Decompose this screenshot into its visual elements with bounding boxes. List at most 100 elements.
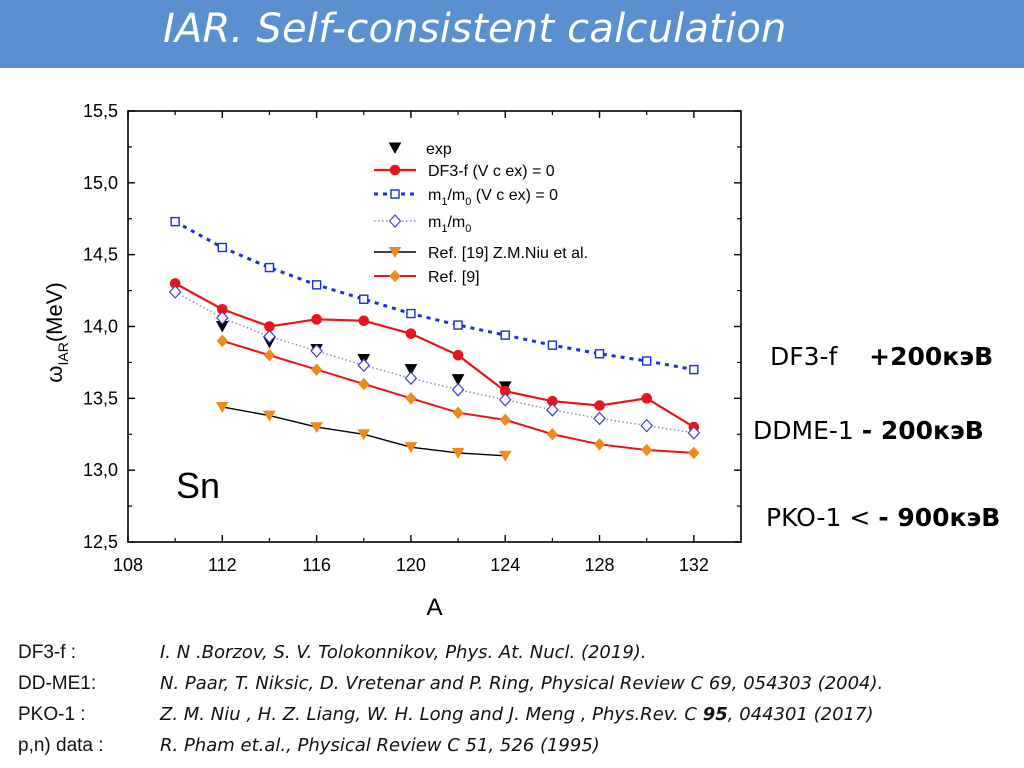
reference-text: I. N .Borzov, S. V. Tolokonnikov, Phys. …	[160, 642, 647, 663]
legend-marker	[390, 189, 400, 199]
x-axis-label: A	[426, 594, 442, 621]
legend-marker	[388, 214, 402, 228]
side-note-value: - 900кэВ	[878, 503, 1001, 532]
series-ref9-point	[593, 438, 606, 451]
y-tick-label: 14,0	[83, 317, 118, 337]
side-note-df3f: DF3-f +200кэВ	[770, 342, 993, 371]
series-df3f-point	[594, 400, 605, 411]
page-title: IAR. Self-consistent calculation	[163, 6, 787, 52]
reference-volume: 95	[702, 704, 728, 725]
legend-label-part: (V c ex) = 0	[471, 187, 558, 204]
series-m1m0-vcex0-point	[264, 262, 275, 273]
legend-label-part: /m	[447, 187, 465, 204]
y-axis-unit: (MeV)	[42, 282, 67, 342]
series-m1m0-point	[168, 285, 182, 299]
reference-label: PKO-1 :	[18, 704, 86, 725]
legend-label: exp	[426, 141, 452, 158]
series-m1m0-point	[498, 392, 512, 407]
series-ref9-point	[688, 446, 700, 460]
legend-label: DF3-f (V c ex) = 0	[428, 163, 555, 180]
y-axis-subscript: IAR	[55, 342, 71, 365]
y-tick-label: 13,0	[83, 460, 118, 480]
series-niu-point	[310, 422, 323, 434]
series-m1m0-vcex0-point	[406, 308, 416, 319]
legend-label-part: m	[428, 214, 441, 231]
y-tick-label: 12,5	[83, 532, 118, 552]
legend-marker	[389, 164, 401, 176]
legend-label: m1/m0	[428, 214, 471, 235]
series-ref9-point	[358, 377, 370, 391]
series-ref9-point	[641, 443, 653, 457]
series-ref9-point	[405, 392, 417, 405]
legend-label: m1/m0 (V c ex) = 0	[428, 187, 558, 208]
series-df3f-point	[641, 393, 652, 404]
series-m1m0-point	[640, 418, 654, 433]
reference-text: N. Paar, T. Niksic, D. Vretenar and P. R…	[160, 673, 884, 694]
series-m1m0-point	[546, 402, 559, 417]
title-bar: IAR. Self-consistent calculation	[0, 0, 1024, 68]
legend-label-part: /m	[447, 214, 465, 231]
y-tick-label: 15,0	[83, 173, 118, 193]
side-note-value: - 200кэВ	[861, 416, 984, 445]
legend-marker	[389, 269, 401, 283]
side-note-label: PKO-1 <	[766, 503, 879, 532]
reference-text: R. Pham et.al., Physical Review C 51, 52…	[160, 735, 600, 756]
x-tick-label: 112	[208, 555, 237, 575]
y-axis-label: ωIAR(MeV)	[42, 282, 71, 382]
references: DF3-f : I. N .Borzov, S. V. Tolokonnikov…	[18, 642, 1008, 766]
reference-label: DF3-f :	[18, 642, 77, 663]
series-m1m0-vcex0-point	[311, 280, 322, 290]
reference-row: PKO-1 : Z. M. Niu , H. Z. Liang, W. H. L…	[18, 704, 1008, 735]
legend-subscript: 0	[465, 223, 471, 235]
reference-text-tail: , 044301 (2017)	[727, 704, 874, 725]
legend-label: Ref. [9]	[428, 269, 480, 286]
reference-label: p,n) data :	[18, 735, 104, 756]
series-m1m0-vcex0-point	[217, 242, 228, 253]
reference-row: p,n) data : R. Pham et.al., Physical Rev…	[18, 735, 1008, 766]
legend-marker	[388, 142, 402, 155]
reference-text-main: Z. M. Niu , H. Z. Liang, W. H. Long and …	[160, 704, 703, 725]
reference-label: DD-ME1:	[18, 673, 97, 694]
series-m1m0-vcex0-point	[594, 349, 605, 359]
legend-subscript: 1	[441, 196, 447, 208]
series-m1m0-vcex0-line	[174, 220, 695, 372]
y-tick-label: 13,5	[83, 388, 118, 408]
series-m1m0-vcex0-point	[641, 356, 652, 366]
series-niu-point	[451, 447, 465, 459]
series-m1m0-vcex0-point	[453, 320, 463, 330]
series-m1m0-vcex0-point	[170, 216, 180, 227]
x-tick-label: 128	[585, 555, 615, 575]
series-niu-point	[215, 401, 229, 413]
series-m1m0-vcex0-point	[689, 364, 699, 375]
series-m1m0-line	[174, 291, 694, 434]
y-axis-symbol: ω	[42, 366, 67, 383]
series-ref9-point	[452, 406, 464, 419]
series-m1m0-vcex0-point	[359, 294, 369, 304]
series-df3f-point	[405, 328, 417, 339]
series-exp-point	[404, 364, 418, 376]
x-tick-label: 120	[396, 555, 426, 575]
legend-label: Ref. [19] Z.M.Niu et al.	[428, 245, 588, 262]
series-m1m0-point	[451, 382, 465, 397]
series-m1m0-point	[357, 358, 371, 373]
reference-row: DF3-f : I. N .Borzov, S. V. Tolokonnikov…	[18, 642, 1008, 673]
series-df3f-point	[452, 349, 464, 361]
y-tick-label: 14,5	[83, 245, 118, 265]
series-niu-point	[498, 450, 512, 462]
side-note-label: DF3-f	[770, 342, 838, 371]
series-m1m0-point	[404, 371, 418, 386]
series-ref9-point	[216, 334, 228, 348]
x-tick-label: 124	[490, 555, 520, 575]
series-ref9-point	[499, 413, 511, 427]
series-m1m0-vcex0-point	[547, 340, 558, 350]
x-tick-label: 116	[302, 555, 331, 575]
x-tick-label: 132	[679, 555, 709, 575]
reference-text: Z. M. Niu , H. Z. Liang, W. H. Long and …	[160, 704, 873, 725]
series-ref9-point	[310, 363, 323, 376]
reference-row: DD-ME1: N. Paar, T. Niksic, D. Vretenar …	[18, 673, 1008, 704]
series-niu-point	[357, 429, 371, 441]
series-df3f-point	[358, 315, 370, 327]
series-exp-point	[451, 374, 465, 386]
chart-annotation: Sn	[176, 465, 220, 506]
series-df3f-line	[174, 282, 695, 429]
